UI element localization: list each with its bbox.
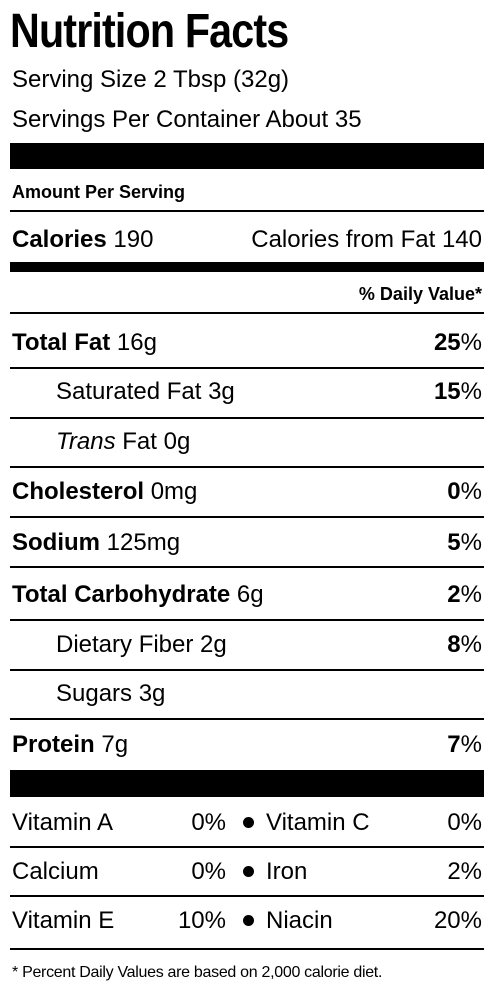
nutrient-row: Total Carbohydrate 6g 2% [12, 580, 482, 610]
daily-value: 7 [447, 731, 461, 758]
bullet [243, 915, 254, 926]
nutrient-label: Total Carbohydrate [12, 581, 231, 608]
rule [10, 312, 484, 314]
percent-sign: % [460, 529, 482, 556]
nutrient-label: Sodium [12, 529, 100, 556]
vitamin-name: Vitamin C [266, 809, 370, 836]
daily-value: 25 [433, 329, 461, 356]
nutrient-row: Cholesterol 0mg 0% [12, 477, 482, 507]
nutrient-label: Saturated Fat 3g [56, 378, 235, 405]
nutrient-label-italic: Trans [56, 428, 116, 455]
daily-value: 0 [447, 478, 461, 505]
nutrient-label: Protein [12, 731, 95, 758]
nutrient-label: Dietary Fiber 2g [56, 631, 227, 658]
bullet [243, 866, 254, 877]
bullet [243, 817, 254, 828]
title: Nutrition Facts [10, 5, 289, 58]
percent-sign: % [460, 581, 482, 608]
nutrient-label: Cholesterol [12, 478, 145, 505]
nutrient-amount: 0mg [150, 478, 198, 505]
vitamin-name: Vitamin E [12, 907, 115, 934]
daily-value: 15 [433, 378, 461, 405]
amount-per-serving: Amount Per Serving [12, 182, 186, 202]
rule [10, 566, 484, 568]
calories-value: 190 [113, 226, 154, 253]
rule [10, 417, 484, 419]
rule [10, 895, 484, 897]
servings-per-container: Servings Per Container About 35 [12, 106, 362, 133]
nutrient-amount: 125mg [106, 529, 181, 556]
rule [10, 367, 484, 369]
thick-rule [10, 143, 484, 169]
vitamin-name: Iron [266, 858, 308, 885]
rule [10, 466, 484, 468]
rule [10, 948, 484, 950]
calories: Calories 190 [12, 226, 153, 254]
calories-row: Calories 190 Calories from Fat 140 [12, 225, 482, 255]
nutrient-row: Total Fat 16g 25% [12, 328, 482, 358]
medium-rule [10, 262, 484, 272]
nutrient-row: Trans Fat 0g [56, 427, 482, 457]
thick-rule [10, 770, 484, 797]
vitamin-name: Vitamin A [12, 809, 113, 836]
nutrient-label: Total Fat [12, 329, 111, 356]
nutrient-amount: 6g [236, 581, 264, 608]
vitamin-name: Calcium [12, 858, 99, 885]
vitamin-value: 0% [447, 809, 482, 836]
nutrient-amount: 7g [101, 731, 129, 758]
nutrient-row: Protein 7g 7% [12, 730, 482, 760]
percent-sign: % [460, 731, 482, 758]
nutrient-amount: 16g [116, 329, 157, 356]
vitamin-value: 20% [433, 907, 482, 934]
serving-size: Serving Size 2 Tbsp (32g) [12, 66, 290, 93]
rule [10, 619, 484, 621]
nutrient-label: Fat 0g [122, 428, 191, 455]
vitamin-value: 2% [447, 858, 482, 885]
daily-value: 8 [447, 631, 461, 658]
nutrient-row: Dietary Fiber 2g 8% [56, 630, 482, 660]
rule [10, 718, 484, 720]
daily-value: 5 [447, 529, 461, 556]
vitamin-value: 0% [191, 809, 226, 836]
vitamin-value: 10% [177, 907, 226, 934]
daily-value: 2 [447, 581, 461, 608]
percent-sign: % [460, 378, 482, 405]
calories-label: Calories [12, 226, 107, 253]
nutrient-row: Saturated Fat 3g 15% [56, 377, 482, 407]
rule [10, 846, 484, 848]
rule [10, 516, 484, 518]
percent-sign: % [460, 478, 482, 505]
rule [10, 210, 484, 212]
rule [10, 669, 484, 671]
daily-value-header: % Daily Value* [358, 284, 482, 304]
percent-sign: % [460, 631, 482, 658]
nutrient-row: Sugars 3g [56, 679, 482, 709]
nutrient-label: Sugars 3g [56, 680, 166, 707]
nutrient-row: Sodium 125mg 5% [12, 528, 482, 558]
vitamin-name: Niacin [266, 907, 333, 934]
percent-sign: % [460, 329, 482, 356]
footnote: * Percent Daily Values are based on 2,00… [12, 964, 383, 981]
vitamin-value: 0% [191, 858, 226, 885]
calories-from-fat: Calories from Fat 140 [251, 226, 482, 253]
